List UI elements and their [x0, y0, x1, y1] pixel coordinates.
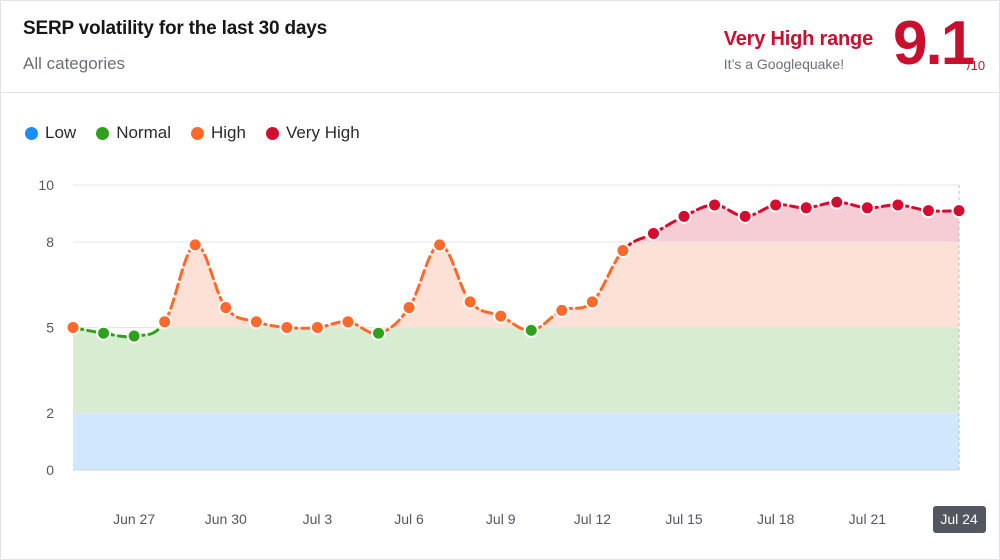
legend-item-normal[interactable]: Normal — [96, 123, 171, 143]
data-point — [126, 328, 142, 344]
x-tick-label: Jul 12 — [574, 511, 612, 527]
data-point — [768, 197, 784, 213]
legend-dot-icon — [96, 126, 110, 140]
x-tick-label: Jun 27 — [113, 511, 155, 527]
data-point — [859, 200, 875, 216]
data-point — [707, 197, 723, 213]
range-note: It’s a Googlequake! — [723, 56, 845, 72]
data-point — [401, 300, 417, 316]
data-point — [462, 294, 478, 310]
data-point — [279, 320, 295, 335]
band-normal — [73, 327, 959, 413]
card-header: SERP volatility for the last 30 days All… — [1, 1, 999, 93]
data-point — [798, 200, 814, 216]
range-label: Very High range — [723, 28, 873, 50]
x-tick-label: Jul 15 — [665, 511, 703, 527]
data-point — [371, 325, 387, 341]
data-point — [493, 308, 509, 324]
data-point — [676, 208, 692, 224]
x-tick-highlight — [933, 506, 986, 533]
data-point — [615, 243, 631, 259]
legend-dot-icon — [265, 126, 279, 140]
data-point — [432, 237, 448, 253]
x-tick-label: Jul 9 — [486, 511, 516, 527]
volatility-score: 9.1 — [893, 9, 975, 78]
data-point — [187, 237, 203, 253]
legend-label: Low — [45, 123, 77, 142]
legend-label: Very High — [285, 123, 360, 142]
data-point — [829, 194, 845, 210]
x-tick-label: Jul 3 — [303, 511, 333, 527]
data-point — [340, 314, 356, 330]
data-point — [584, 294, 600, 310]
y-tick-label: 2 — [46, 405, 54, 421]
legend-item-low[interactable]: Low — [25, 123, 76, 143]
x-tick-label: Jul 6 — [394, 511, 424, 527]
data-point — [951, 203, 967, 219]
data-point — [523, 322, 539, 338]
y-tick-label: 10 — [38, 177, 54, 193]
legend-item-high[interactable]: High — [190, 123, 246, 143]
x-tick-label: Jul 24 — [940, 511, 978, 527]
x-tick-label: Jul 21 — [849, 511, 887, 527]
data-point — [645, 225, 661, 241]
band-low — [73, 413, 959, 470]
data-point — [554, 302, 570, 318]
y-tick-label: 8 — [46, 234, 54, 250]
legend-label: High — [210, 123, 246, 142]
data-point — [96, 325, 112, 341]
range-summary: Very High range It’s a Googlequake! — [724, 28, 873, 72]
data-point — [890, 197, 906, 213]
legend-dot-icon — [190, 126, 204, 140]
category-selector[interactable]: All categories — [23, 54, 126, 73]
x-tick-label: Jul 18 — [757, 511, 795, 527]
legend-label: Normal — [116, 123, 171, 142]
page-title: SERP volatility for the last 30 days — [23, 18, 327, 39]
chart-legend: Low Normal High Very High — [25, 123, 360, 143]
data-point — [309, 320, 325, 335]
legend-dot-icon — [25, 126, 38, 140]
data-point — [920, 203, 936, 219]
data-point — [218, 300, 234, 316]
x-tick-label: Jun 30 — [205, 511, 247, 527]
data-point — [157, 314, 173, 330]
y-tick-label: 0 — [46, 462, 54, 478]
legend-item-very-high[interactable]: Very High — [265, 123, 360, 143]
volatility-score-max: /10 — [967, 58, 986, 73]
data-point — [737, 208, 753, 224]
area-mask — [73, 185, 959, 337]
data-point — [248, 314, 264, 330]
data-point — [65, 320, 81, 335]
y-tick-label: 5 — [46, 320, 54, 336]
